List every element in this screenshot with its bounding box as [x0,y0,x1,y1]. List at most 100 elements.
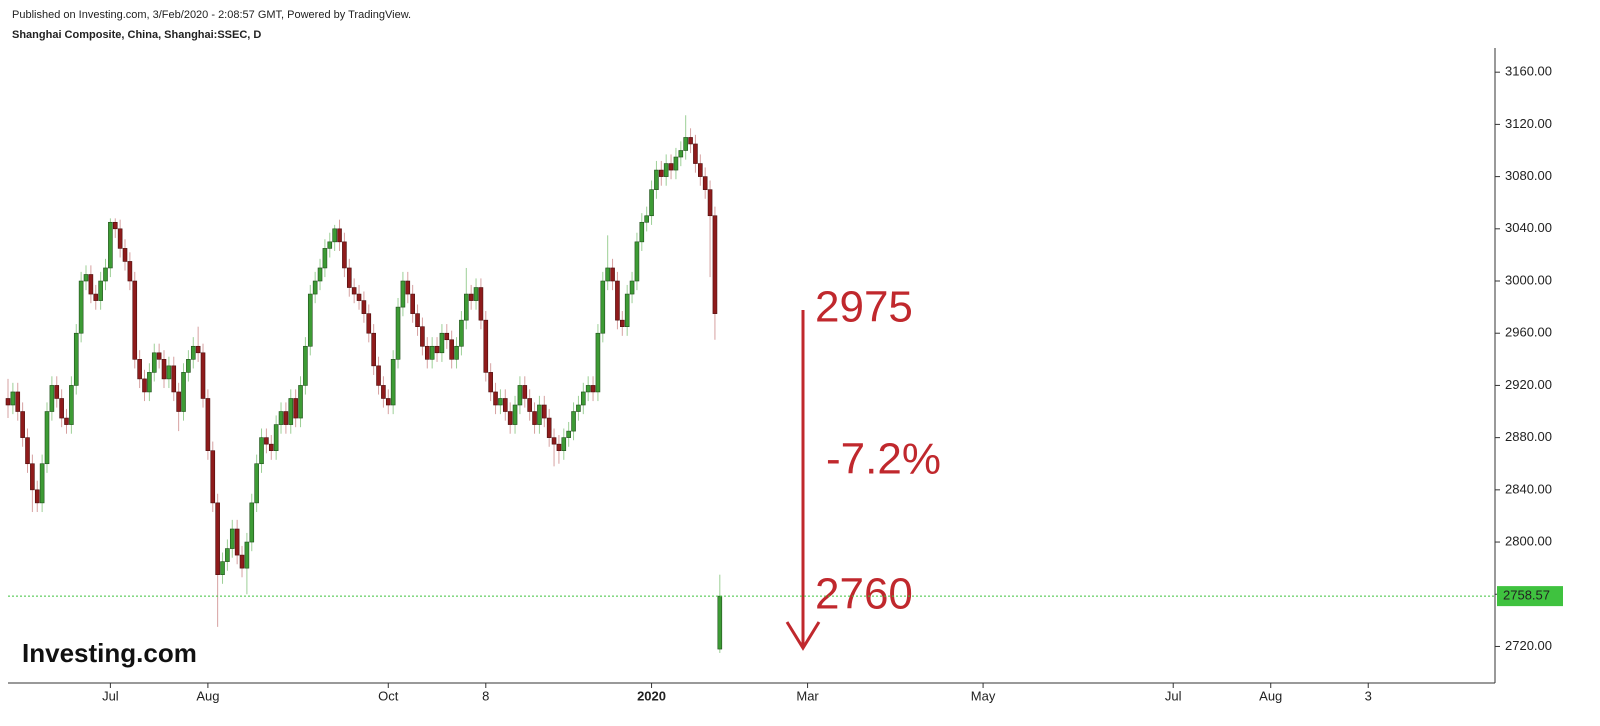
candle-body [122,248,128,262]
candle-body [395,306,401,360]
candle-body [429,345,435,360]
candle-body [147,372,152,393]
y-tick-label: 2720.00 [1505,638,1552,653]
candle-body [595,332,601,393]
candle-body [220,561,225,575]
y-tick-label: 2800.00 [1505,533,1552,548]
candle-body [707,189,713,217]
candle-body [424,345,430,360]
chart-title: Shanghai Composite, China, Shanghai:SSEC… [12,29,261,41]
candle-body [283,411,289,425]
candle-body [34,489,40,504]
candle-body [83,274,89,282]
candle-body [98,280,103,301]
x-tick-label: Mar [796,688,819,703]
last-price-label: 2758.57 [1503,588,1550,603]
candle-body [717,595,723,650]
candle-body [415,313,420,327]
candle-body [327,241,333,249]
candle-body [673,156,679,171]
candle-body [239,554,245,569]
candle-body [459,319,464,347]
candle-body [307,293,313,347]
candle-body [186,359,191,373]
last-price-box [1497,586,1563,607]
candle-body [161,359,167,380]
candle-body [49,385,55,412]
candle-body [332,228,337,243]
candle-body [527,398,532,412]
candle-body [668,163,674,171]
candle-body [605,267,610,282]
x-tick-label: Aug [196,688,219,703]
candle-body [337,228,342,243]
candle-body [356,293,362,301]
x-tick-label: Aug [1259,688,1282,703]
candle-body [210,450,216,504]
candle-body [693,143,698,164]
candle-body [610,267,615,282]
candle-body [522,385,528,399]
candle-body [64,417,69,425]
x-tick-label: Jul [1165,688,1182,703]
candle-body [25,437,30,465]
candle-body [10,391,16,406]
candle-body [556,443,562,451]
candle-body [20,411,25,438]
candle-body [624,293,630,327]
candle-body [434,345,440,354]
candle-body [498,398,503,406]
candle-body [507,411,513,425]
candle-body [268,443,274,451]
annotation: 2975 [815,283,913,332]
logo: Investing.com [22,638,197,668]
candle-body [171,365,177,393]
candle-body [537,404,542,425]
candle-body [190,345,196,360]
candle-body [532,411,537,425]
x-tick-label: 2020 [637,688,666,703]
candle-body [512,404,518,425]
candle-body [234,528,240,556]
candle-body [205,398,211,451]
candle-body [580,391,586,406]
y-tick-label: 2840.00 [1505,481,1552,496]
candle-body [590,385,596,393]
candle-body [317,267,323,282]
candle-body [546,417,552,438]
candle-body [381,385,386,399]
candle-body [215,502,220,575]
candle-body [561,437,567,451]
candle-body [385,398,391,406]
candle-body [688,137,693,145]
candle-body [639,221,645,243]
candle-body [463,293,469,321]
candle-body [346,267,352,288]
candle-body [264,437,269,445]
candle-body [15,391,21,412]
candle-body [361,300,367,314]
y-tick-label: 3080.00 [1505,168,1552,183]
candle-body [376,365,381,386]
candle-body [249,502,255,543]
x-tick-label: May [971,688,996,703]
candle-body [390,359,396,406]
candle-body [712,215,718,314]
candle-body [683,137,688,151]
x-tick-label: 3 [1365,688,1372,703]
candle-body [73,332,79,386]
arrow-head [785,621,821,651]
candle-body [517,385,523,406]
candle-body [634,241,640,282]
candle-body [112,221,118,230]
y-tick-label: 3000.00 [1505,272,1552,287]
candle-body [654,169,659,190]
candle-body [585,385,591,393]
candle-body [541,404,547,419]
candle-body [659,169,664,177]
candle-body [698,163,703,177]
candle-body [351,287,357,295]
candle-body [225,548,230,562]
y-tick-label: 2880.00 [1505,429,1552,444]
